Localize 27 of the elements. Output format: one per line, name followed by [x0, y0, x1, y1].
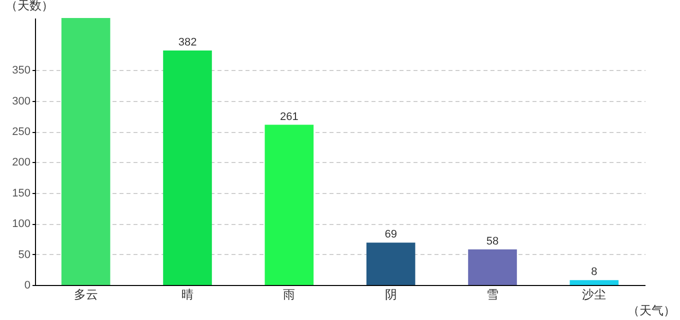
data-label: 69 [384, 228, 397, 241]
bar [468, 249, 517, 285]
y-tick-label: 150 [12, 187, 30, 200]
bar [264, 124, 314, 285]
bar [570, 280, 619, 285]
y-tick-label: 50 [18, 248, 30, 261]
y-tick-label: 350 [12, 64, 30, 77]
data-label: 382 [178, 36, 197, 49]
x-tick-label: 多云 [74, 288, 98, 302]
bar [163, 50, 212, 285]
data-label: 58 [486, 235, 499, 248]
x-tick-label: 雨 [283, 288, 296, 302]
x-axis-title: （天气） [628, 304, 676, 318]
y-tick-label: 0 [24, 280, 30, 292]
y-tick-label: 250 [12, 126, 30, 138]
data-label: 8 [591, 266, 598, 278]
y-tick-label: 100 [12, 218, 30, 230]
y-axis-title: （天数） [6, 0, 54, 12]
data-label: 261 [280, 110, 298, 123]
bar [61, 18, 110, 285]
x-tick-label: 雪 [486, 288, 498, 302]
bar [366, 242, 416, 285]
y-tick-label: 200 [12, 156, 30, 169]
x-tick-label: 阴 [384, 288, 397, 302]
y-tick-label: 300 [12, 95, 30, 108]
x-tick-label: 沙尘 [582, 288, 606, 302]
x-tick-label: 晴 [182, 288, 194, 302]
